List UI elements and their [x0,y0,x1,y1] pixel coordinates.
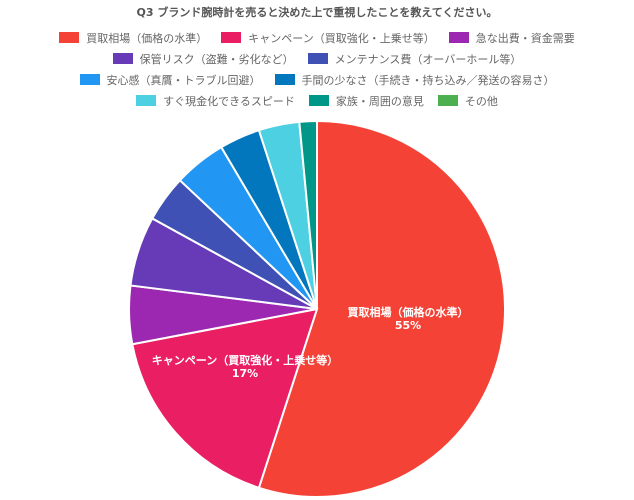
legend-label: 買取相場（価格の水準） [86,31,208,45]
legend-item[interactable]: 買取相場（価格の水準） [59,30,207,46]
legend-item[interactable]: 安心感（真贋・トラブル回避） [79,72,261,88]
legend: 買取相場（価格の水準） キャンペーン（買取強化・上乗せ等） 急な出費・資金需要保管リ… [0,27,634,111]
legend-item[interactable]: 保管リスク（盗難・劣化など） [112,51,294,67]
legend-label: 保管リスク（盗難・劣化など） [139,52,294,66]
legend-label: キャンペーン（買取強化・上乗せ等） [248,31,435,45]
slice-label-percent: 17% [232,367,258,380]
legend-label: 安心感（真贋・トラブル回避） [106,73,261,87]
legend-item[interactable]: 手間の少なさ（手続き・持ち込み／発送の容易さ） [274,72,555,88]
legend-item[interactable]: すぐ現金化できるスピード [136,93,295,109]
legend-item[interactable]: 家族・周囲の意見 [308,93,424,109]
legend-label: その他 [464,94,498,108]
legend-swatch [221,32,242,43]
legend-row: 安心感（真贋・トラブル回避） 手間の少なさ（手続き・持ち込み／発送の容易さ） [0,69,634,90]
legend-row: すぐ現金化できるスピード 家族・周囲の意見 その他 [0,90,634,111]
legend-swatch [448,32,469,43]
legend-item[interactable]: その他 [437,93,498,109]
legend-item[interactable]: 急な出費・資金需要 [448,30,575,46]
legend-swatch [307,53,328,64]
chart-title: Q3 ブランド腕時計を売ると決めた上で重視したことを教えてください。 [136,6,498,19]
pie-slice[interactable] [298,119,318,310]
legend-swatch [79,74,100,85]
legend-row: 買取相場（価格の水準） キャンペーン（買取強化・上乗せ等） 急な出費・資金需要 [0,27,634,48]
legend-item[interactable]: キャンペーン（買取強化・上乗せ等） [221,30,435,46]
legend-label: メンテナンス費（オーバーホール等） [334,52,522,66]
pie-labels: 買取相場（価格の水準）55% キャンペーン（買取強化・上乗せ等）17% [152,305,469,380]
legend-swatch [112,53,133,64]
legend-label: 手間の少なさ（手続き・持ち込み／発送の容易さ） [301,73,555,87]
slice-label-percent: 55% [395,319,421,332]
legend-swatch [136,95,157,106]
legend-label: すぐ現金化できるスピード [163,94,295,108]
slice-label-name: 買取相場（価格の水準） [348,305,469,319]
slice-label-name: キャンペーン（買取強化・上乗せ等） [152,353,338,367]
pie-slice[interactable] [257,119,506,498]
legend-swatch [59,32,80,43]
legend-label: 急な出費・資金需要 [475,31,575,45]
legend-swatch [274,74,295,85]
legend-row: 保管リスク（盗難・劣化など） メンテナンス費（オーバーホール等） [0,48,634,69]
pie-slices [128,119,506,498]
pie-slice[interactable] [131,307,319,490]
legend-label: 家族・周囲の意見 [335,94,424,108]
legend-swatch [437,95,458,106]
legend-swatch [308,95,329,106]
legend-item[interactable]: メンテナンス費（オーバーホール等） [307,51,522,67]
